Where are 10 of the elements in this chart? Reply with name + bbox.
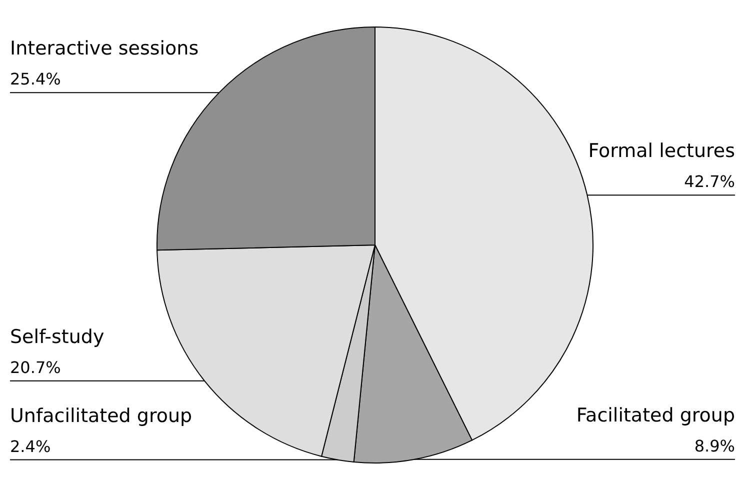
data-label: 20.7% xyxy=(10,358,61,377)
slice-label: Interactive sessions xyxy=(10,38,199,60)
slice-label: Facilitated group xyxy=(576,404,735,426)
slice-label: Self-study xyxy=(10,326,104,348)
data-label: 42.7% xyxy=(684,172,735,192)
data-label: 2.4% xyxy=(10,436,51,456)
slice-label: Formal lectures xyxy=(588,140,735,162)
data-label: 25.4% xyxy=(10,70,61,89)
slice-label: Unfacilitated group xyxy=(10,404,192,427)
data-label: 8.9% xyxy=(694,436,735,456)
